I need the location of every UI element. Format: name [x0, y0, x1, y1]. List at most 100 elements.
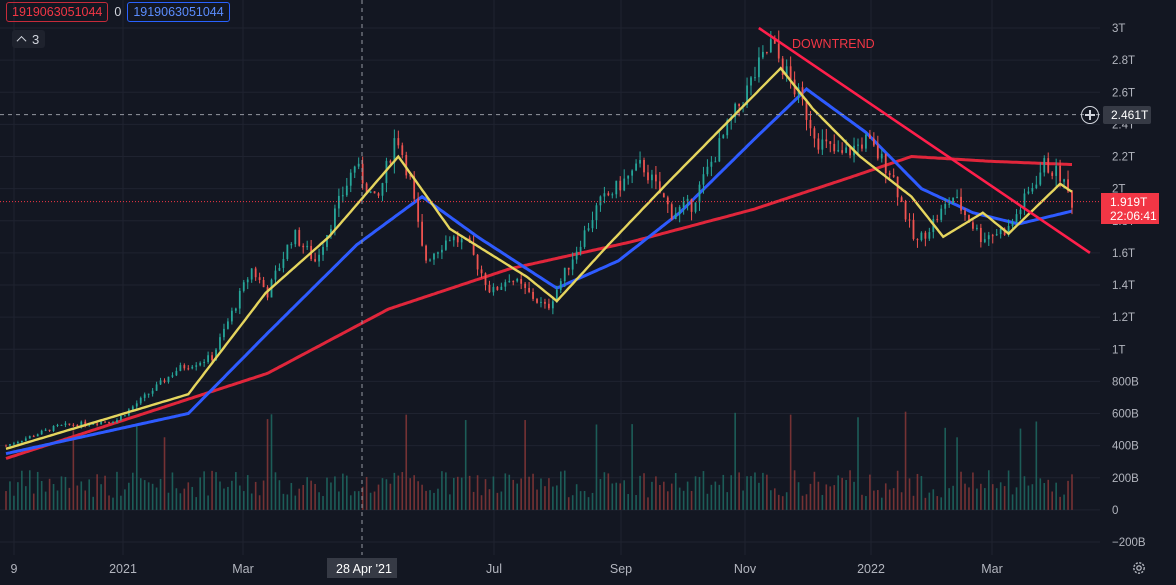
- candle-body: [999, 228, 1002, 235]
- candle-body: [84, 421, 87, 425]
- candlesticks: [5, 30, 1073, 448]
- crosshair-price-label-bg: [1103, 106, 1151, 124]
- candle-body: [448, 240, 451, 242]
- candle-body: [314, 259, 317, 262]
- volume-bar: [405, 414, 408, 510]
- candle-body: [230, 310, 233, 322]
- volume-bar: [104, 475, 106, 510]
- add-alert-plus-icon[interactable]: [1081, 106, 1099, 124]
- candle-body: [979, 227, 982, 243]
- volume-bar: [429, 490, 431, 510]
- volume-bar: [635, 495, 637, 510]
- volume-bar: [1047, 479, 1050, 510]
- candle-body: [952, 197, 955, 204]
- volume-bar: [702, 471, 705, 510]
- volume-bar: [659, 485, 661, 510]
- candle-body: [1011, 222, 1014, 226]
- candle-body: [393, 138, 396, 163]
- candle-body: [686, 198, 689, 202]
- candle-body: [694, 202, 697, 212]
- candle-body: [655, 174, 657, 182]
- volume-bar: [984, 488, 986, 510]
- volume-bar: [373, 491, 376, 510]
- candle-body: [64, 423, 67, 425]
- candle-body: [540, 301, 542, 303]
- candle-body: [294, 230, 297, 245]
- candle-body: [377, 193, 380, 196]
- legend-blue-value[interactable]: 1919063051044: [127, 2, 230, 22]
- volume-bar: [884, 483, 887, 510]
- candle-body: [429, 259, 431, 261]
- candle-body: [738, 103, 741, 107]
- downtrend-line[interactable]: [758, 26, 1091, 254]
- volume-bar: [857, 417, 859, 510]
- y-tick-label: 1T: [1112, 344, 1125, 356]
- volume-bar: [322, 496, 324, 510]
- candle-body: [991, 235, 994, 237]
- candle-body: [290, 244, 293, 246]
- candle-body: [44, 429, 47, 431]
- candle-body: [805, 99, 808, 120]
- candle-body: [615, 180, 618, 195]
- volume-bar: [567, 497, 570, 510]
- volume-bar: [619, 483, 622, 510]
- volume-bar: [706, 493, 709, 510]
- candle-body: [876, 145, 879, 159]
- candle-body: [670, 204, 673, 220]
- gear-icon[interactable]: [1131, 560, 1147, 576]
- volume-bar: [512, 479, 515, 510]
- volume-bar: [397, 475, 400, 510]
- volume-bar: [155, 487, 158, 510]
- crosshair-date-label-bg: [327, 558, 397, 578]
- candle-body: [32, 436, 35, 438]
- candle-body: [76, 425, 79, 427]
- candle-body: [658, 181, 661, 194]
- volume-bar: [120, 495, 122, 510]
- candle-body: [9, 444, 11, 446]
- candle-body: [940, 208, 943, 220]
- candle-body: [123, 415, 126, 417]
- volume-bar: [147, 482, 150, 510]
- volume-bar: [869, 474, 871, 510]
- volume-bar: [338, 491, 340, 510]
- candle-body: [956, 196, 958, 198]
- candle-body: [20, 440, 23, 443]
- candle-body: [872, 138, 875, 146]
- legend-red-value[interactable]: 1919063051044: [6, 2, 109, 22]
- volume-bar: [837, 475, 839, 510]
- volume-bar: [1063, 494, 1065, 510]
- candle-body: [611, 194, 614, 196]
- ma-fast-path: [5, 66, 1073, 450]
- volume-bar: [944, 427, 946, 510]
- legend-collapse-button[interactable]: 3: [12, 30, 46, 48]
- time-axis[interactable]: 9 2021 Mar Jul Sep Nov 2022 Mar: [11, 562, 1003, 576]
- candle-body: [409, 175, 412, 177]
- volume-bar: [999, 482, 1002, 510]
- volume-bar: [892, 488, 895, 510]
- candle-body: [968, 215, 970, 223]
- candle-body: [369, 191, 372, 194]
- volume-bar: [1019, 428, 1022, 510]
- y-tick-label: 200B: [1112, 473, 1139, 485]
- volume-bar: [647, 497, 649, 510]
- candle-body: [924, 232, 927, 239]
- volume-bar: [9, 481, 11, 510]
- candle-body: [80, 421, 83, 427]
- candle-body: [536, 298, 538, 303]
- volume-bar: [599, 479, 602, 510]
- x-tick-label: 2021: [109, 562, 137, 576]
- candle-body: [583, 230, 586, 247]
- candle-body: [116, 420, 118, 423]
- candle-body: [698, 184, 701, 203]
- volume-bar: [563, 470, 566, 510]
- volume-bar: [714, 481, 717, 510]
- volume-bar: [52, 483, 55, 510]
- volume-bar: [770, 490, 772, 510]
- candle-body: [532, 291, 534, 299]
- candle-body: [425, 245, 427, 261]
- candle-body: [139, 397, 142, 404]
- candle-body: [579, 246, 582, 252]
- volume-bar: [785, 492, 788, 510]
- volume-bar: [207, 495, 209, 510]
